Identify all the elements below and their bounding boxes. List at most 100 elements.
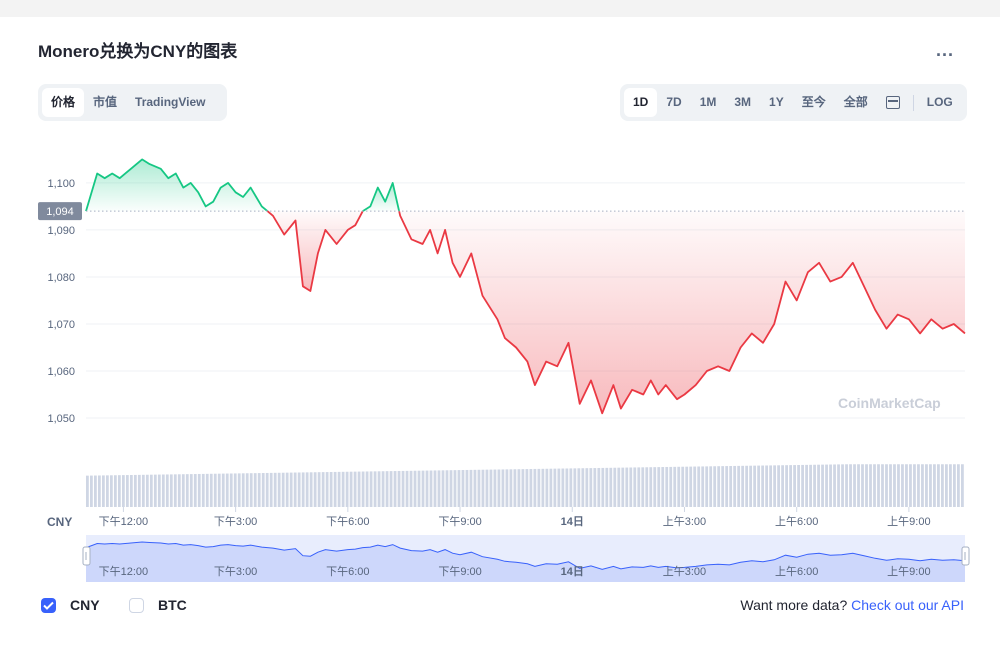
range-7d[interactable]: 7D [666, 95, 682, 109]
volume-bar [757, 465, 761, 507]
volume-bar [661, 467, 665, 507]
y-tick-label: 1,090 [47, 225, 75, 237]
range-3m[interactable]: 3M [734, 95, 752, 109]
range-1d[interactable]: 1D [624, 88, 658, 117]
range-all[interactable]: 全部 [843, 95, 868, 109]
tab-price[interactable]: 价格 [42, 88, 85, 117]
volume-bar [333, 471, 337, 507]
line-segment-up [362, 182, 400, 212]
volume-bar [893, 464, 896, 507]
volume-bar [269, 472, 273, 507]
volume-bar [213, 473, 217, 507]
volume-bar [921, 464, 924, 507]
volume-bar [597, 467, 601, 507]
volume-bar [889, 464, 892, 507]
log-scale-toggle[interactable]: LOG [926, 95, 953, 109]
volume-bar [337, 471, 341, 507]
volume-bar [605, 467, 609, 507]
time-range-selector: 1D 7D 1M 3M 1Y 至今 全部 LOG [620, 84, 967, 121]
volume-bar [385, 471, 389, 507]
calendar-button[interactable] [877, 88, 909, 117]
api-link[interactable]: Check out our API [851, 597, 964, 613]
volume-bar [453, 470, 457, 507]
x-tick-label: 下午3:00 [214, 515, 257, 528]
navigator-label: 上午9:00 [887, 565, 930, 578]
area-above-baseline [86, 159, 268, 212]
volume-bar [653, 467, 657, 507]
area-below-baseline [267, 211, 363, 291]
range-navigator[interactable]: 下午12:00 下午3:00 下午6:00 下午9:00 14日 上午3:00 上午6:00… [82, 535, 970, 582]
volume-bar [589, 468, 593, 507]
volume-bar [113, 475, 117, 507]
volume-bar [821, 464, 824, 507]
volume-bar [185, 474, 189, 507]
volume-bar [733, 465, 737, 507]
volume-bar [725, 466, 729, 507]
volume-bar [273, 472, 277, 507]
volume-bar [341, 471, 345, 507]
volume-bar [741, 465, 745, 507]
volume-bar [501, 469, 505, 507]
volume-bar [493, 469, 497, 507]
volume-bar [169, 474, 173, 507]
range-1y[interactable]: 1Y [769, 95, 784, 109]
volume-bar [625, 467, 629, 507]
volume-bar [361, 471, 365, 507]
volume-bar [325, 472, 329, 507]
volume-bar [409, 470, 413, 507]
baseline-badge [38, 202, 82, 221]
volume-bar [657, 467, 661, 507]
volume-bar [465, 469, 469, 507]
volume-bar [285, 472, 289, 507]
y-axis: 1,100 1,090 1,080 1,070 1,060 1,050 [47, 178, 75, 425]
volume-bar [909, 464, 912, 507]
range-1m[interactable]: 1M [699, 95, 717, 109]
volume-bar [793, 465, 796, 507]
volume-bar [253, 473, 257, 507]
line-segment-up [85, 158, 268, 212]
volume-bar [609, 467, 613, 507]
volume-bar [101, 475, 105, 507]
volume-bar [197, 473, 201, 507]
checkbox-checked-icon[interactable] [41, 597, 56, 613]
volume-bar [897, 464, 900, 507]
volume-bar [905, 464, 908, 507]
volume-bar [637, 467, 641, 507]
volume-bar [829, 464, 832, 507]
volume-bar [86, 475, 89, 507]
volume-bar [297, 472, 301, 507]
volume-bar [745, 465, 749, 507]
legend-label-cny: CNY [70, 597, 100, 613]
volume-bar [765, 465, 769, 507]
volume-bar [873, 464, 876, 507]
more-options-icon[interactable]: ... [936, 40, 955, 60]
checkbox-unchecked-icon[interactable] [129, 597, 144, 613]
area-below-baseline [399, 211, 966, 414]
baseline-label: 1,094 [46, 206, 74, 218]
legend-btc[interactable]: BTC [129, 597, 187, 613]
navigator-label: 上午3:00 [663, 565, 706, 578]
volume-bar [917, 464, 920, 507]
volume-bar [701, 466, 705, 507]
tab-market-cap[interactable]: 市值 [93, 95, 118, 109]
volume-bar [809, 464, 812, 507]
range-ytd[interactable]: 至今 [801, 95, 826, 109]
volume-bar [369, 471, 373, 507]
tab-tradingview[interactable]: TradingView [135, 95, 206, 109]
navigator-area [86, 542, 965, 582]
volume-bar [353, 471, 357, 507]
calendar-icon [885, 96, 900, 110]
legend-cny[interactable]: CNY [41, 597, 100, 613]
volume-bar [789, 465, 792, 507]
volume-bar [565, 468, 569, 507]
volume-bar [753, 465, 757, 507]
volume-bar [877, 464, 880, 507]
volume-bar [485, 469, 489, 507]
y-unit-label: CNY [47, 515, 72, 529]
api-text: Want more data? [740, 597, 852, 613]
volume-bar [117, 475, 121, 507]
volume-bar [869, 464, 872, 507]
volume-bar [97, 475, 101, 507]
volume-bar [413, 470, 417, 507]
